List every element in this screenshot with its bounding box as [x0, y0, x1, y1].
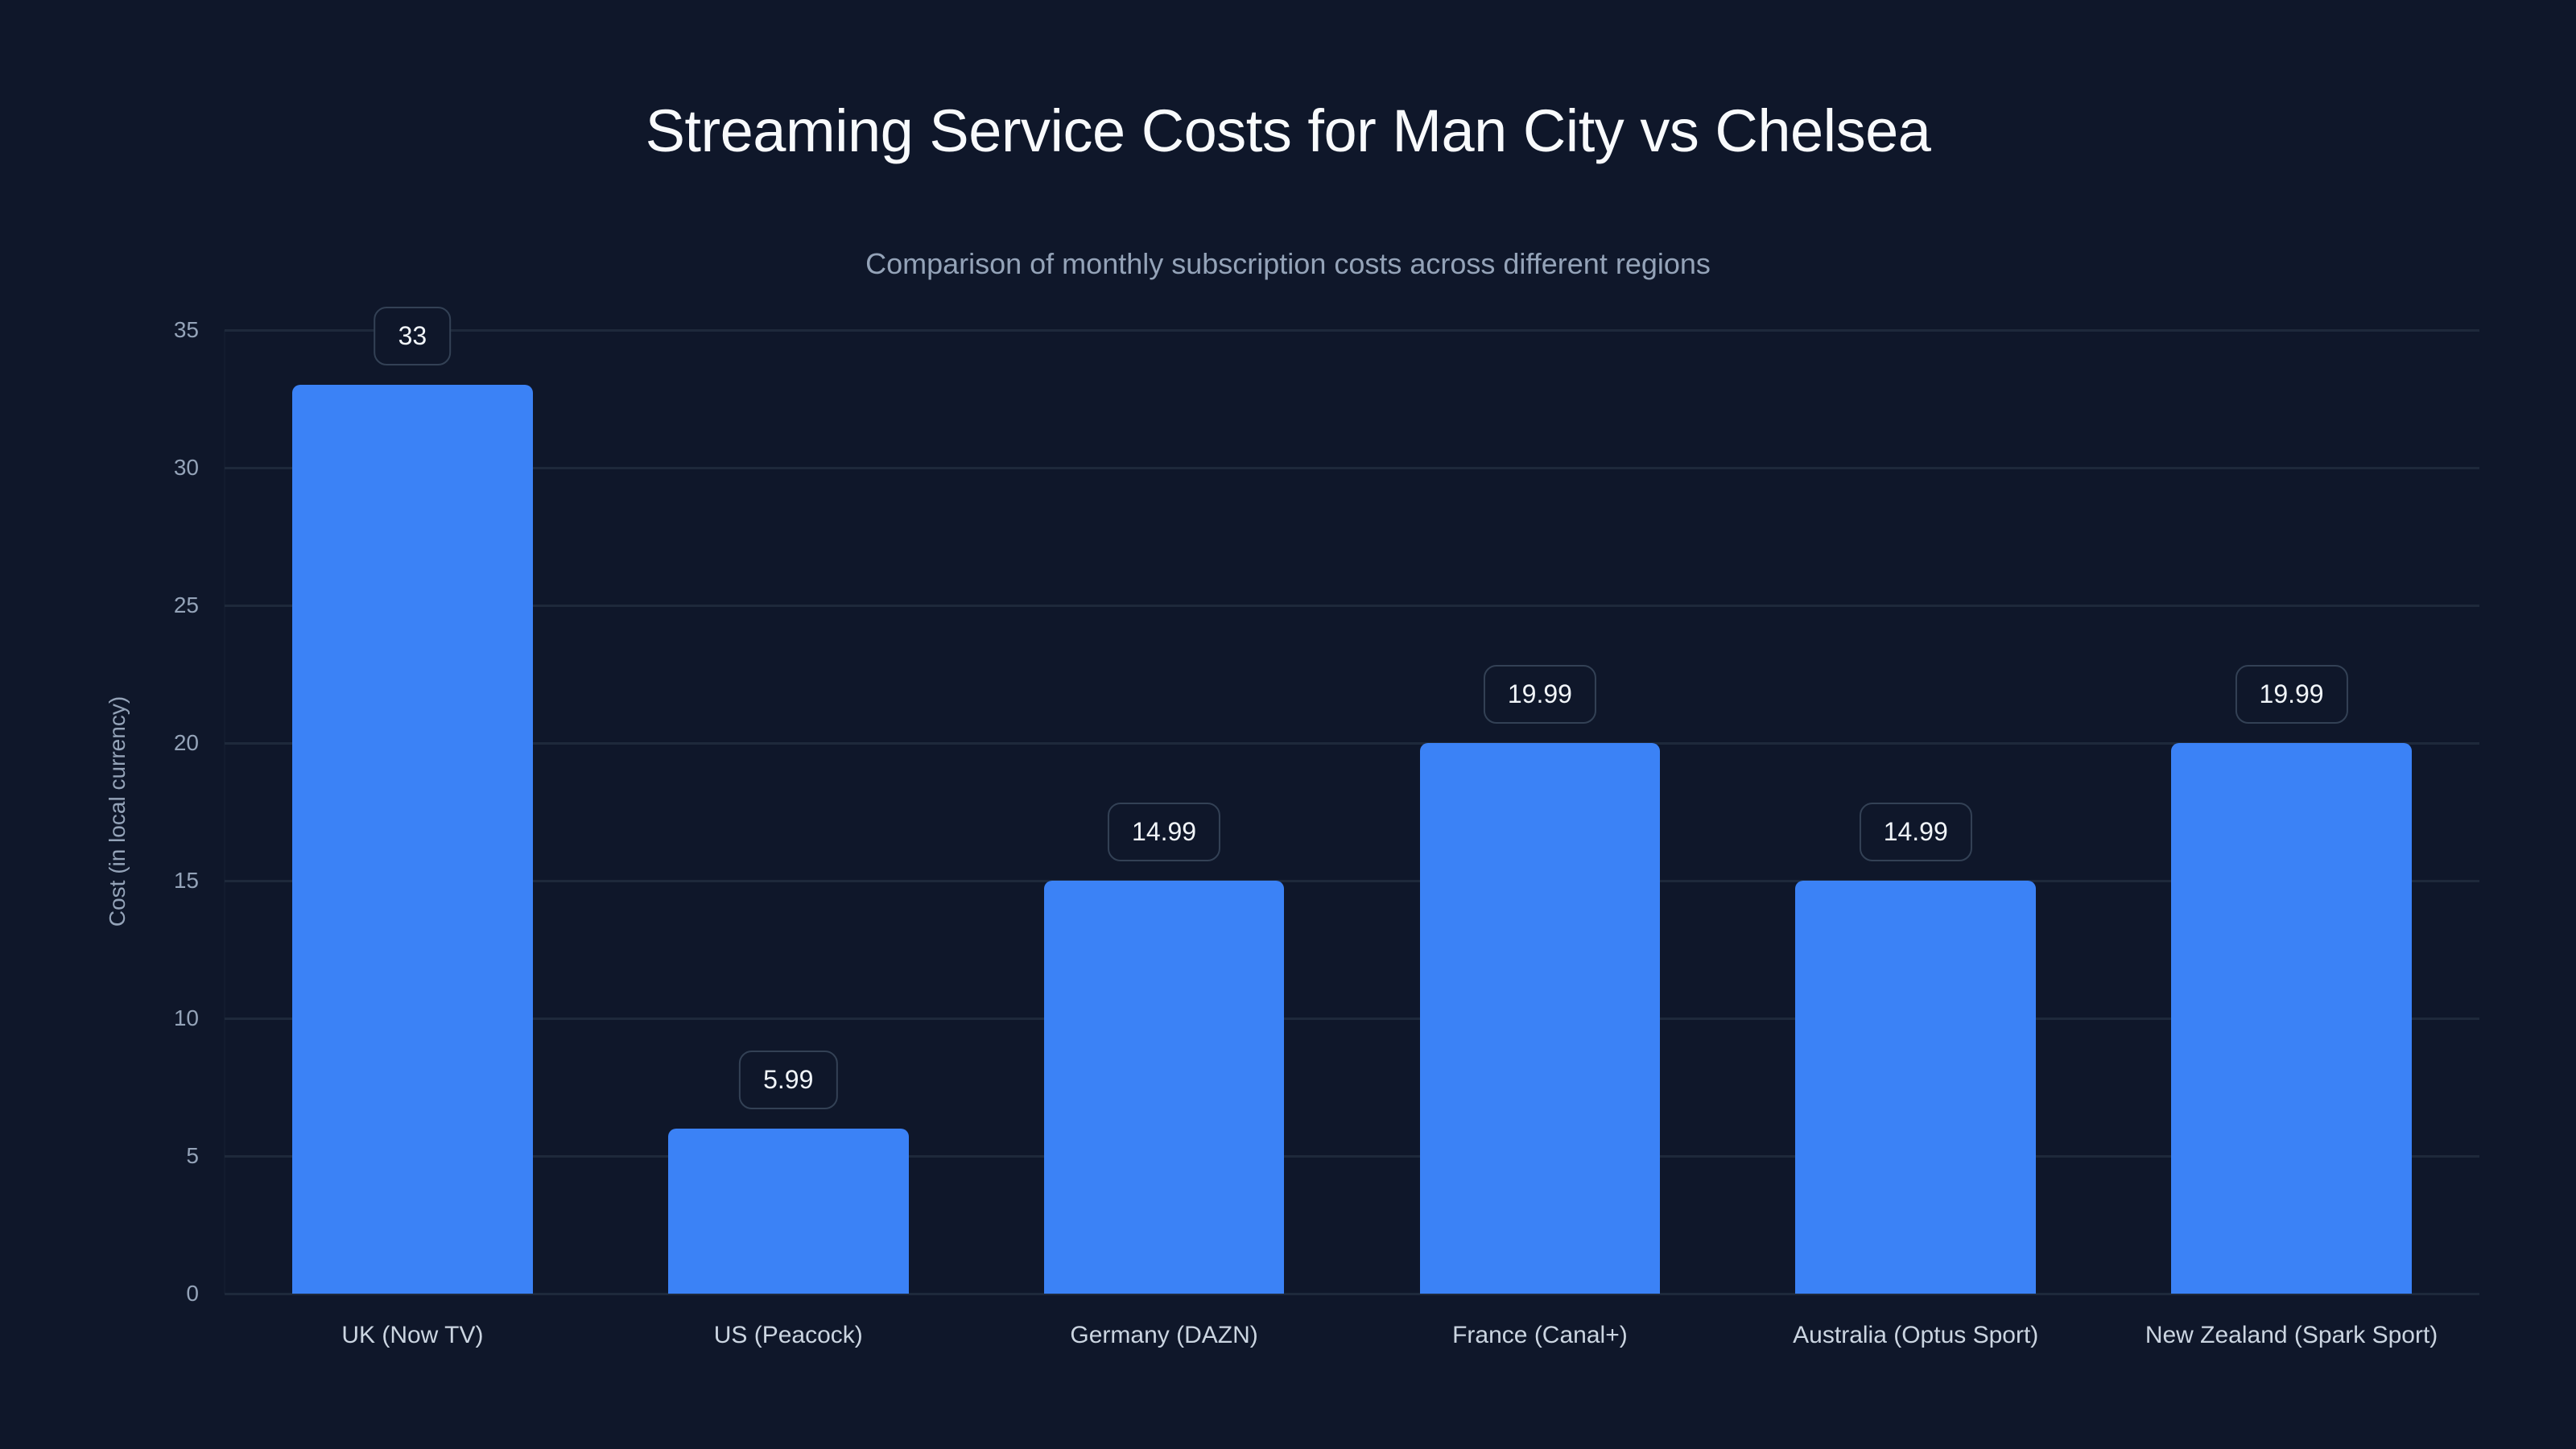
value-label: 14.99: [1859, 803, 1972, 862]
bar-group-new-zealand: 19.99 New Zealand (Spark Sport): [2103, 330, 2479, 1348]
gridline-35: [225, 329, 2479, 332]
x-category-label: US (Peacock): [713, 1322, 863, 1348]
gridline-0: [225, 1293, 2479, 1295]
bar-group-uk: 33 UK (Now TV): [225, 307, 601, 1348]
y-axis-title: Cost (in local currency): [105, 696, 130, 927]
bar-new-zealand-spark-sport[interactable]: [2171, 743, 2412, 1294]
bar-us-peacock[interactable]: [667, 1129, 909, 1294]
bar-group-germany: 14.99 Germany (DAZN): [976, 330, 1352, 1348]
gridline-15: [225, 880, 2479, 882]
gridline-5: [225, 1155, 2479, 1158]
gridline-30: [225, 467, 2479, 469]
x-category-label: UK (Now TV): [341, 1322, 484, 1348]
y-tick-label: 5: [186, 1143, 199, 1168]
x-category-label: New Zealand (Spark Sport): [2145, 1322, 2438, 1348]
gridline-10: [225, 1018, 2479, 1020]
bar-group-australia: 14.99 Australia (Optus Sport): [1728, 330, 2103, 1348]
y-tick-label: 15: [173, 868, 199, 893]
value-label: 19.99: [1483, 665, 1596, 724]
value-label: 33: [374, 307, 452, 366]
bar-germany-dazn[interactable]: [1043, 881, 1285, 1294]
value-label: 14.99: [1108, 803, 1221, 862]
value-label: 19.99: [2235, 665, 2348, 724]
y-axis-line: [224, 330, 225, 1294]
value-label: 5.99: [739, 1051, 838, 1110]
y-tick-label: 25: [173, 592, 199, 617]
bar-group-france: 19.99 France (Canal+): [1352, 330, 1728, 1348]
y-tick-label: 10: [173, 1005, 199, 1030]
y-tick-label: 20: [173, 730, 199, 755]
y-tick-label: 0: [186, 1281, 199, 1306]
gridline-25: [225, 605, 2479, 607]
x-category-label: France (Canal+): [1452, 1322, 1628, 1348]
chart-title: Streaming Service Costs for Man City vs …: [645, 97, 1931, 164]
y-tick-label: 30: [173, 455, 199, 480]
bar-australia-optus-sport[interactable]: [1795, 881, 2037, 1294]
x-category-label: Australia (Optus Sport): [1793, 1322, 2039, 1348]
chart-subtitle: Comparison of monthly subscription costs…: [865, 247, 1711, 280]
bar-group-us: 5.99 US (Peacock): [601, 330, 976, 1348]
bar-uk-now-tv[interactable]: [292, 385, 533, 1294]
plot-area: 0 5 10 15 20 25 30 35 33 UK (Now TV) 5.9…: [174, 307, 2479, 1348]
bar-france-canal-plus[interactable]: [1419, 743, 1661, 1294]
gridline-20: [225, 742, 2479, 745]
x-category-label: Germany (DAZN): [1070, 1322, 1258, 1348]
y-tick-label: 35: [173, 317, 199, 342]
